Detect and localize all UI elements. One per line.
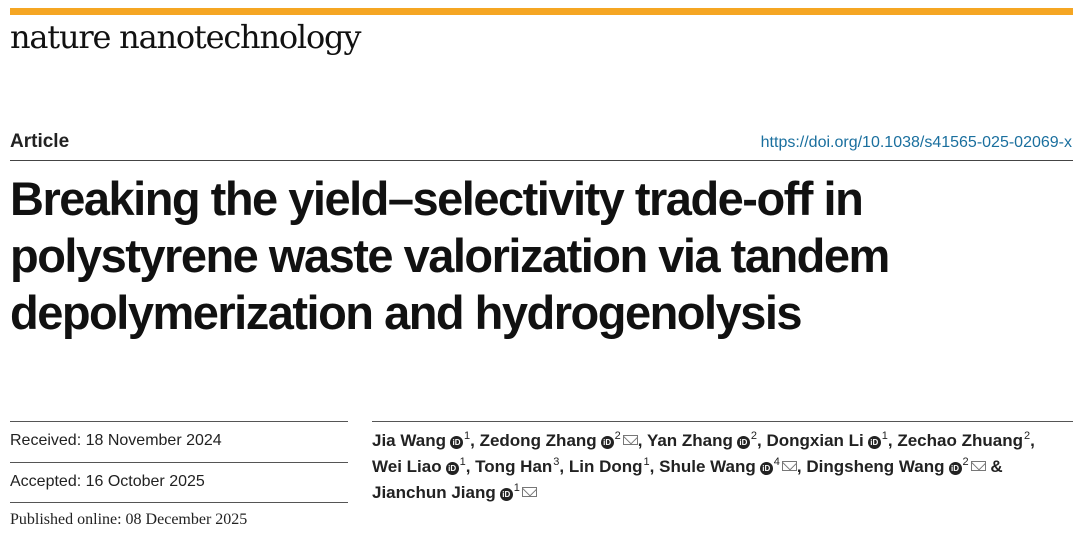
accent-bar	[10, 8, 1073, 15]
received-date: Received: 18 November 2024	[10, 432, 222, 449]
affiliation-number: 2	[750, 430, 758, 442]
affiliation-number: 1	[513, 482, 520, 494]
author-separator: ,	[470, 431, 480, 450]
author[interactable]: Wei Liao iD1	[372, 456, 466, 477]
author-name: Dongxian Li	[766, 431, 864, 450]
author[interactable]: Jia Wang iD1	[372, 430, 471, 451]
author[interactable]: Jianchun Jiang iD1	[372, 483, 537, 502]
author[interactable]: Lin Dong1	[568, 456, 650, 477]
orcid-icon[interactable]: iD	[759, 462, 773, 475]
author-separator: ,	[796, 457, 807, 476]
orcid-icon[interactable]: iD	[736, 436, 750, 449]
author-name: Zechao Zhuang	[897, 431, 1023, 450]
author-separator: ,	[637, 431, 647, 450]
orcid-icon[interactable]: iD	[600, 436, 614, 449]
affiliation-number: 3	[553, 456, 560, 468]
affiliation-number: 2	[962, 456, 969, 468]
email-icon[interactable]	[521, 487, 537, 497]
affiliation-number: 1	[464, 430, 471, 442]
author[interactable]: Tong Han3	[475, 456, 560, 477]
affiliation-number: 4	[773, 456, 780, 468]
author[interactable]: Shule Wang iD4	[659, 457, 797, 476]
author-name: Yan Zhang	[646, 431, 733, 450]
author-separator: ,	[465, 457, 476, 476]
orcid-icon[interactable]: iD	[948, 462, 962, 475]
author-separator: ,	[887, 431, 898, 450]
author-name: Shule Wang	[659, 457, 756, 476]
author-separator: ,	[649, 457, 660, 476]
author-name: Lin Dong	[568, 457, 643, 476]
orcid-icon[interactable]: iD	[499, 488, 513, 501]
author-separator: ,	[559, 457, 569, 476]
article-type-label: Article	[10, 131, 70, 152]
author-name: Jia Wang	[372, 431, 446, 450]
author-list: Jia Wang iD1, Zedong Zhang iD2, Yan Zhang i…	[372, 428, 1072, 506]
journal-logo[interactable]: nature nanotechnology	[10, 18, 361, 56]
authors-divider	[372, 421, 1073, 422]
author-separator: ,	[1030, 431, 1035, 450]
accepted-date: Accepted: 16 October 2025	[10, 473, 205, 490]
affiliation-number: 2	[1023, 430, 1031, 442]
author[interactable]: Zedong Zhang iD2	[480, 431, 638, 450]
author-name: Wei Liao	[372, 457, 442, 476]
email-icon[interactable]	[970, 461, 986, 471]
email-icon[interactable]	[622, 435, 638, 445]
author-separator: &	[985, 457, 1003, 476]
author[interactable]: Zechao Zhuang2	[897, 430, 1031, 451]
dates-divider	[10, 421, 348, 422]
author-name: Zedong Zhang	[479, 431, 597, 450]
author[interactable]: Yan Zhang iD2	[646, 430, 758, 451]
author[interactable]: Dongxian Li iD1	[766, 430, 888, 451]
dates-divider	[10, 462, 348, 463]
author[interactable]: Dingsheng Wang iD2	[806, 456, 986, 476]
author-name: Dingsheng Wang	[806, 457, 945, 476]
orcid-icon[interactable]: iD	[445, 462, 459, 475]
affiliation-number: 2	[614, 430, 621, 442]
author-separator: ,	[757, 431, 767, 450]
affiliation-number: 1	[881, 430, 888, 442]
author-name: Jianchun Jiang	[372, 483, 496, 502]
orcid-icon[interactable]: iD	[867, 436, 881, 449]
dates-divider	[10, 502, 348, 503]
published-date: Published online: 08 December 2025	[10, 511, 248, 528]
orcid-icon[interactable]: iD	[450, 436, 463, 449]
doi-link[interactable]: https://doi.org/10.1038/s41565-025-02069…	[760, 134, 1072, 151]
article-title: Breaking the yield–selectivity trade-off…	[10, 172, 890, 339]
affiliation-number: 1	[459, 456, 466, 468]
affiliation-number: 1	[643, 456, 650, 468]
header-divider	[10, 160, 1073, 161]
email-icon[interactable]	[781, 461, 797, 471]
author-name: Tong Han	[475, 457, 553, 476]
